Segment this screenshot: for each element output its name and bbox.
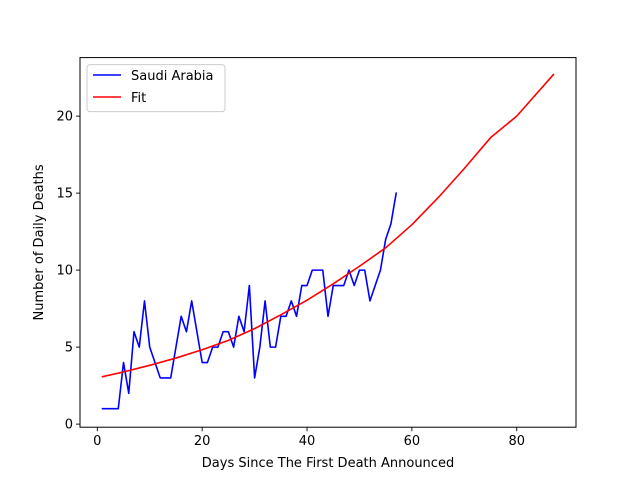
x-axis: 0 20 40 60 80 — [93, 427, 525, 449]
series-line-saudi-arabia — [101, 192, 398, 410]
legend: Saudi Arabia Fit — [86, 64, 226, 113]
y-tick-label: 10 — [56, 264, 73, 279]
y-tick-label: 15 — [56, 187, 73, 202]
x-tick-label: 60 — [404, 434, 421, 449]
y-tick-label: 0 — [65, 418, 73, 433]
x-tick-label: 0 — [93, 434, 101, 449]
y-tick-label: 5 — [65, 341, 73, 356]
plot-area: 0 20 40 60 80 0 5 10 15 20 — [56, 57, 577, 449]
series-layer — [101, 73, 555, 410]
axes-frame — [79, 57, 577, 428]
legend-box — [86, 64, 226, 113]
x-tick-label: 20 — [194, 434, 211, 449]
y-axis: 0 5 10 15 20 — [56, 110, 80, 433]
y-tick-label: 20 — [56, 110, 73, 125]
y-axis-label: Number of Daily Deaths — [32, 164, 47, 320]
x-axis-label: Days Since The First Death Announced — [202, 456, 454, 471]
x-tick-label: 80 — [508, 434, 525, 449]
legend-label-fit: Fit — [131, 91, 146, 106]
x-tick-label: 40 — [299, 434, 316, 449]
series-line-fit — [101, 73, 555, 378]
legend-label-saudi-arabia: Saudi Arabia — [131, 69, 214, 84]
